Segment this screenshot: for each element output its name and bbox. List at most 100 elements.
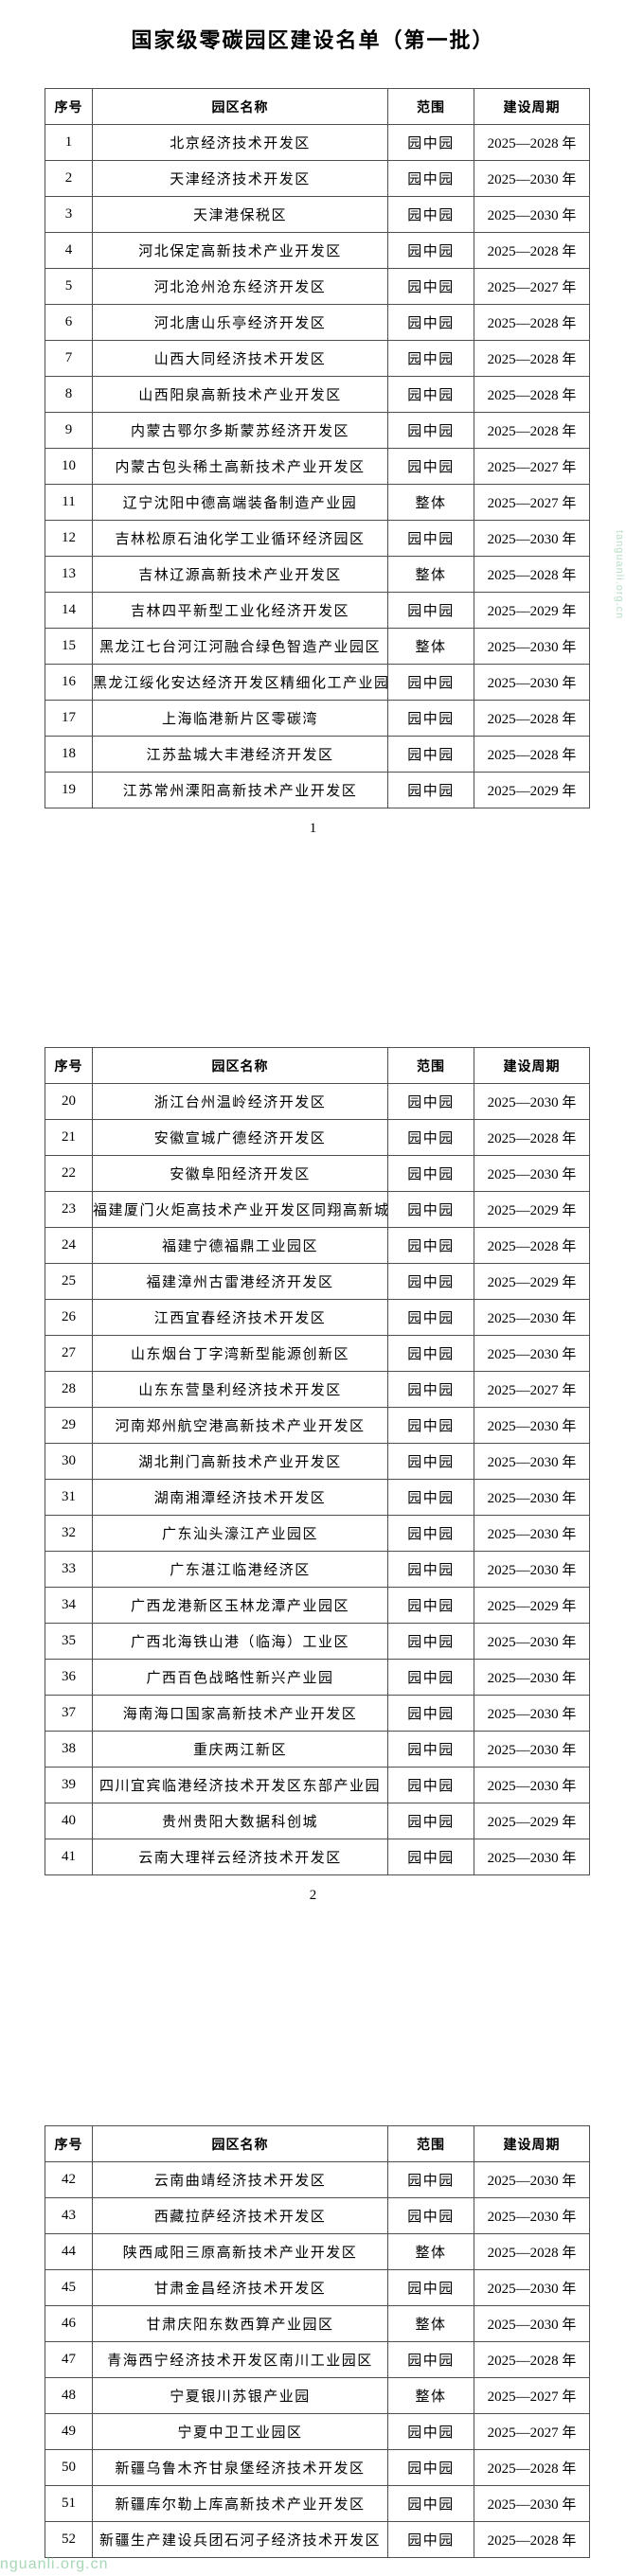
column-header: 范围 [387, 1047, 474, 1084]
park-name: 宁夏银川苏银产业园 [92, 2377, 388, 2414]
park-name: 海南海口国家高新技术产业开发区 [92, 1695, 388, 1732]
row-index: 49 [45, 2413, 93, 2450]
table-row: 21 安徽宣城广德经济开发区 园中园 2025—2028 年 [45, 1119, 590, 1156]
park-name: 天津港保税区 [92, 196, 388, 233]
construction-period: 2025—2028 年 [474, 1227, 590, 1264]
table-header-row: 序号 园区名称 范围 建设周期 [45, 88, 590, 125]
row-index: 17 [45, 700, 93, 737]
row-index: 26 [45, 1299, 93, 1336]
row-index: 46 [45, 2305, 93, 2342]
column-header: 建设周期 [474, 1047, 590, 1084]
column-header: 序号 [45, 88, 93, 125]
construction-period: 2025—2030 年 [474, 1731, 590, 1768]
table-row: 29 河南郑州航空港高新技术产业开发区 园中园 2025—2030 年 [45, 1407, 590, 1444]
construction-period: 2025—2030 年 [474, 2269, 590, 2306]
park-name: 福建厦门火炬高技术产业开发区同翔高新城 [92, 1191, 388, 1228]
scope: 园中园 [387, 268, 474, 305]
table-row: 20 浙江台州温岭经济开发区 园中园 2025—2030 年 [45, 1083, 590, 1120]
table-row: 31 湖南湘潭经济技术开发区 园中园 2025—2030 年 [45, 1479, 590, 1516]
scope: 整体 [387, 2305, 474, 2342]
construction-period: 2025—2030 年 [474, 1767, 590, 1803]
scope: 整体 [387, 2233, 474, 2270]
park-name: 广东湛江临港经济区 [92, 1551, 388, 1588]
table-row: 7 山西大同经济技术开发区 园中园 2025—2028 年 [45, 340, 590, 377]
construction-period: 2025—2028 年 [474, 124, 590, 161]
document-title: 国家级零碳园区建设名单（第一批） [131, 28, 495, 52]
row-index: 27 [45, 1335, 93, 1372]
scope: 园中园 [387, 2197, 474, 2234]
construction-period: 2025—2030 年 [474, 1623, 590, 1660]
watermark-right-edge: tanguanli.org.cn [614, 530, 625, 620]
construction-period: 2025—2030 年 [474, 1299, 590, 1336]
row-index: 34 [45, 1587, 93, 1624]
scope: 园中园 [387, 1623, 474, 1660]
scope: 园中园 [387, 1767, 474, 1803]
construction-period: 2025—2030 年 [474, 1695, 590, 1732]
construction-period: 2025—2030 年 [474, 520, 590, 557]
park-name: 安徽阜阳经济开发区 [92, 1155, 388, 1192]
row-index: 12 [45, 520, 93, 557]
table-row: 50 新疆乌鲁木齐甘泉堡经济技术开发区 园中园 2025—2028 年 [45, 2449, 590, 2486]
table-row: 1 北京经济技术开发区 园中园 2025—2028 年 [45, 124, 590, 161]
park-name: 重庆两江新区 [92, 1731, 388, 1768]
construction-period: 2025—2030 年 [474, 664, 590, 701]
construction-period: 2025—2028 年 [474, 736, 590, 773]
scope: 园中园 [387, 700, 474, 737]
row-index: 5 [45, 268, 93, 305]
park-name: 浙江台州温岭经济开发区 [92, 1083, 388, 1120]
scope: 园中园 [387, 2449, 474, 2486]
construction-period: 2025—2028 年 [474, 2341, 590, 2378]
column-header: 建设周期 [474, 2125, 590, 2162]
scope: 园中园 [387, 124, 474, 161]
construction-period: 2025—2027 年 [474, 484, 590, 521]
row-index: 40 [45, 1803, 93, 1839]
park-name: 上海临港新片区零碳湾 [92, 700, 388, 737]
table-row: 12 吉林松原石油化学工业循环经济园区 园中园 2025—2030 年 [45, 520, 590, 557]
scope: 园中园 [387, 1731, 474, 1768]
park-name: 山东东营垦利经济技术开发区 [92, 1371, 388, 1408]
park-name: 吉林辽源高新技术产业开发区 [92, 556, 388, 593]
table-row: 43 西藏拉萨经济技术开发区 园中园 2025—2030 年 [45, 2197, 590, 2234]
table-row: 49 宁夏中卫工业园区 园中园 2025—2027 年 [45, 2413, 590, 2450]
park-name: 新疆乌鲁木齐甘泉堡经济技术开发区 [92, 2449, 388, 2486]
row-index: 20 [45, 1083, 93, 1120]
row-index: 7 [45, 340, 93, 377]
table-row: 32 广东汕头濠江产业园区 园中园 2025—2030 年 [45, 1515, 590, 1552]
row-index: 43 [45, 2197, 93, 2234]
scope: 园中园 [387, 2485, 474, 2522]
table-row: 16 黑龙江绥化安达经济开发区精细化工产业园 园中园 2025—2030 年 [45, 664, 590, 701]
row-index: 48 [45, 2377, 93, 2414]
scope: 园中园 [387, 1155, 474, 1192]
table-row: 46 甘肃庆阳东数西算产业园区 整体 2025—2030 年 [45, 2305, 590, 2342]
scope: 园中园 [387, 772, 474, 808]
park-name: 西藏拉萨经济技术开发区 [92, 2197, 388, 2234]
table-row: 45 甘肃金昌经济技术开发区 园中园 2025—2030 年 [45, 2269, 590, 2306]
scope: 园中园 [387, 2413, 474, 2450]
row-index: 37 [45, 1695, 93, 1732]
park-name: 新疆生产建设兵团石河子经济技术开发区 [92, 2521, 388, 2558]
park-name: 河北唐山乐亭经济开发区 [92, 304, 388, 341]
table-row: 48 宁夏银川苏银产业园 整体 2025—2027 年 [45, 2377, 590, 2414]
scope: 园中园 [387, 1479, 474, 1516]
park-name: 北京经济技术开发区 [92, 124, 388, 161]
park-name: 广西北海铁山港（临海）工业区 [92, 1623, 388, 1660]
scope: 园中园 [387, 340, 474, 377]
scope: 整体 [387, 484, 474, 521]
scope: 园中园 [387, 1515, 474, 1552]
row-index: 25 [45, 1263, 93, 1300]
park-name: 安徽宣城广德经济开发区 [92, 1119, 388, 1156]
scope: 园中园 [387, 160, 474, 197]
park-name: 贵州贵阳大数据科创城 [92, 1803, 388, 1839]
row-index: 39 [45, 1767, 93, 1803]
construction-period: 2025—2027 年 [474, 2413, 590, 2450]
row-index: 21 [45, 1119, 93, 1156]
park-name: 广西龙港新区玉林龙潭产业园区 [92, 1587, 388, 1624]
table-row: 40 贵州贵阳大数据科创城 园中园 2025—2029 年 [45, 1803, 590, 1839]
construction-period: 2025—2028 年 [474, 700, 590, 737]
construction-period: 2025—2029 年 [474, 1191, 590, 1228]
construction-period: 2025—2030 年 [474, 628, 590, 665]
park-name: 吉林四平新型工业化经济开发区 [92, 592, 388, 629]
park-name: 山东烟台丁字湾新型能源创新区 [92, 1335, 388, 1372]
